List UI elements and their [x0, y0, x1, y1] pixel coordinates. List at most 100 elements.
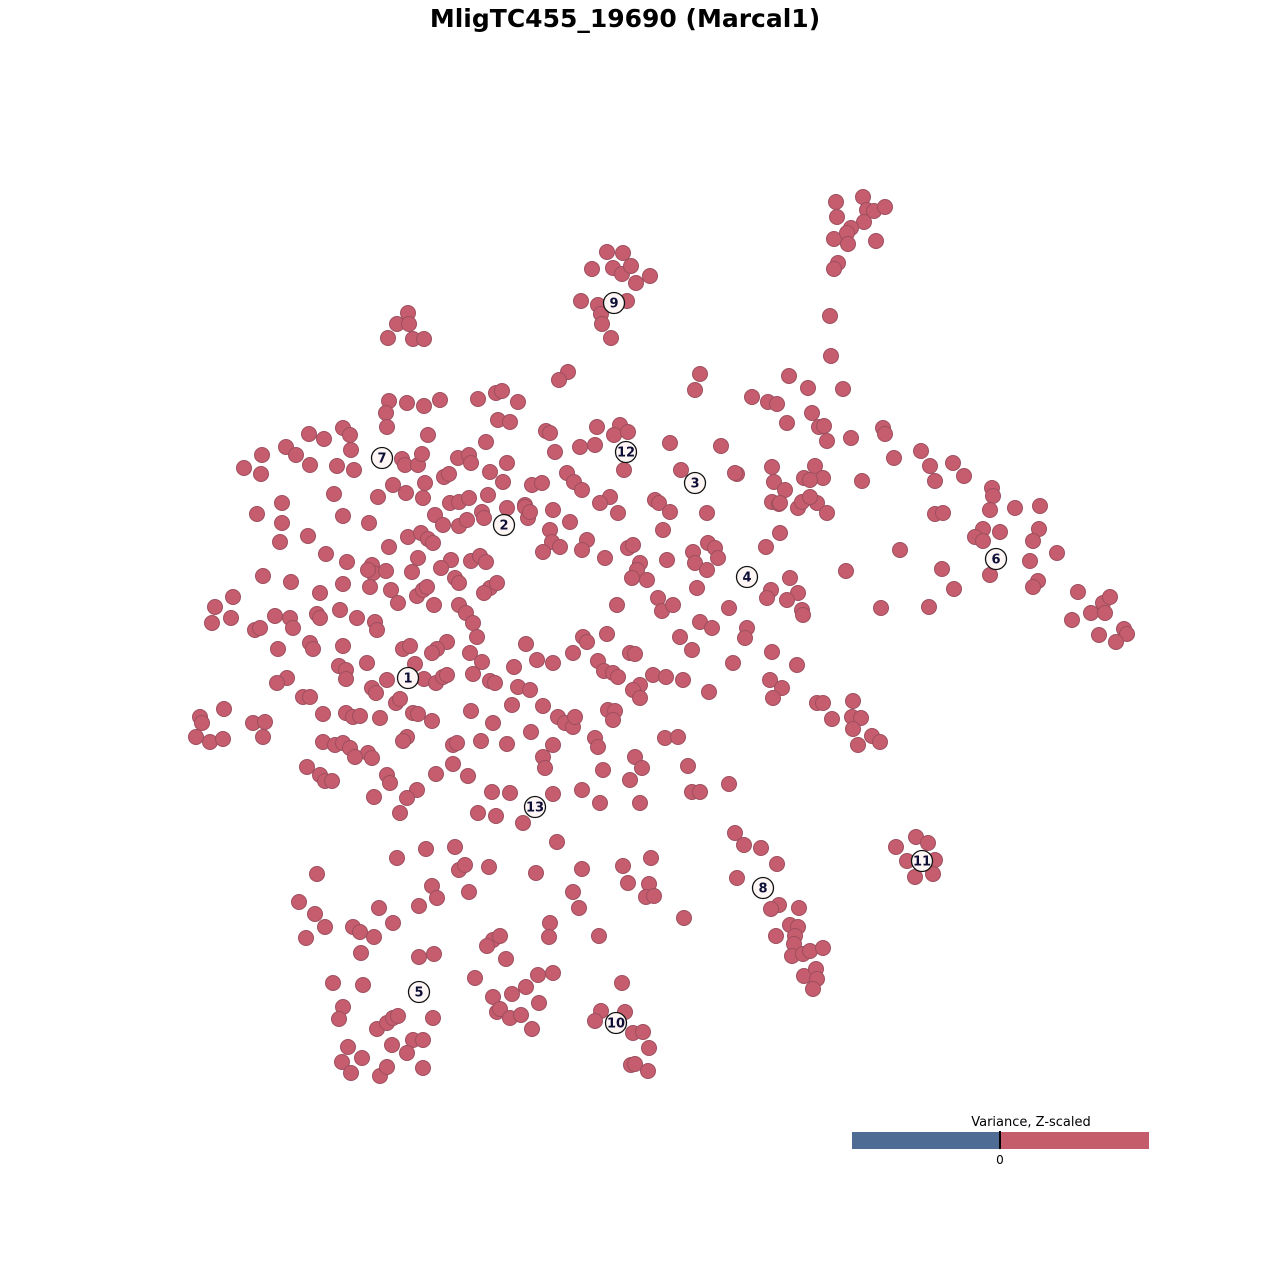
data-point	[791, 900, 807, 916]
data-point	[288, 447, 304, 463]
data-point	[1049, 545, 1065, 561]
data-point	[379, 672, 395, 688]
data-point	[366, 929, 382, 945]
data-point	[360, 562, 376, 578]
data-point	[285, 620, 301, 636]
data-point	[935, 505, 951, 521]
data-point	[399, 790, 415, 806]
data-point	[188, 729, 204, 745]
data-point	[590, 739, 606, 755]
data-point	[774, 680, 790, 696]
cluster-label-text: 12	[617, 446, 635, 461]
data-point	[270, 641, 286, 657]
data-point	[502, 414, 518, 430]
data-point	[492, 928, 508, 944]
data-point	[620, 424, 636, 440]
data-point	[595, 762, 611, 778]
data-point	[659, 552, 675, 568]
legend-zero-label: 0	[996, 1153, 1004, 1167]
data-point	[616, 462, 632, 478]
data-point	[530, 967, 546, 983]
data-point	[789, 657, 805, 673]
data-point	[632, 795, 648, 811]
data-point	[759, 590, 775, 606]
data-point	[361, 515, 377, 531]
data-point	[662, 435, 678, 451]
data-point	[1022, 553, 1038, 569]
data-point	[368, 685, 384, 701]
data-point	[410, 550, 426, 566]
data-point	[643, 850, 659, 866]
data-point	[460, 768, 476, 784]
data-point	[729, 870, 745, 886]
data-point	[826, 261, 842, 277]
data-point	[236, 460, 252, 476]
data-point	[528, 865, 544, 881]
data-point	[782, 570, 798, 586]
data-point	[766, 474, 782, 490]
data-point	[1025, 579, 1041, 595]
data-point	[502, 785, 518, 801]
colorbar-legend: Variance, Z-scaled 0	[852, 1115, 1149, 1167]
data-point	[725, 655, 741, 671]
cluster-label-text: 9	[609, 297, 618, 312]
data-point	[252, 620, 268, 636]
data-point	[207, 599, 223, 615]
data-point	[359, 655, 375, 671]
cluster-label-13: 13	[523, 795, 547, 819]
data-point	[410, 706, 426, 722]
data-point	[435, 517, 451, 533]
data-point	[291, 894, 307, 910]
data-point	[535, 698, 551, 714]
data-point	[721, 776, 737, 792]
cluster-label-text: 4	[742, 571, 751, 586]
data-point	[488, 808, 504, 824]
data-point	[305, 641, 321, 657]
data-point	[658, 669, 674, 685]
data-point	[646, 888, 662, 904]
data-point	[381, 539, 397, 555]
data-point	[352, 708, 368, 724]
cluster-label-circle	[407, 980, 431, 1004]
data-point	[340, 1039, 356, 1055]
legend-title: Variance, Z-scaled	[971, 1115, 1091, 1130]
data-point	[551, 372, 567, 388]
data-point	[283, 574, 299, 590]
data-point	[482, 464, 498, 480]
cluster-label-1: 1	[396, 666, 420, 690]
data-point	[411, 898, 427, 914]
data-point	[819, 505, 835, 521]
data-point	[587, 437, 603, 453]
data-point	[710, 550, 726, 566]
data-point	[772, 495, 788, 511]
data-point	[632, 690, 648, 706]
data-point	[828, 194, 844, 210]
data-point	[815, 695, 831, 711]
data-point	[545, 655, 561, 671]
data-point	[362, 579, 378, 595]
cluster-label-2: 2	[492, 513, 516, 537]
data-point	[823, 348, 839, 364]
data-point	[1064, 612, 1080, 628]
data-point	[764, 459, 780, 475]
data-point	[816, 418, 832, 434]
data-point	[353, 945, 369, 961]
data-point	[689, 580, 705, 596]
cluster-label-11: 11	[910, 849, 934, 873]
data-point	[390, 1008, 406, 1024]
data-point	[1091, 627, 1107, 643]
data-point	[592, 495, 608, 511]
data-point	[389, 850, 405, 866]
data-point	[529, 652, 545, 668]
data-point	[603, 330, 619, 346]
figure-title: MligTC455_19690 (Marcal1)	[430, 4, 820, 33]
data-point	[868, 233, 884, 249]
data-point	[499, 736, 515, 752]
data-point	[480, 487, 496, 503]
data-point	[274, 495, 290, 511]
data-point	[763, 901, 779, 917]
data-point	[343, 442, 359, 458]
data-point	[673, 462, 689, 478]
data-point	[574, 782, 590, 798]
